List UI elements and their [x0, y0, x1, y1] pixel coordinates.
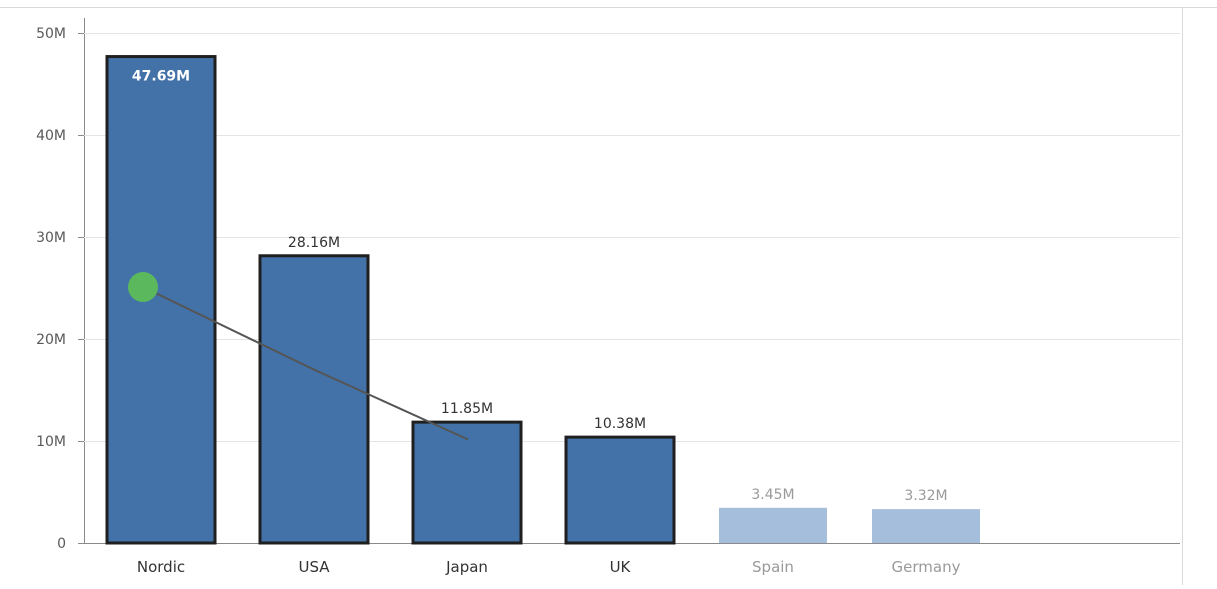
data-label-germany: 3.32M	[904, 488, 947, 504]
x-tick-label-japan: Japan	[445, 558, 488, 576]
data-label-japan: 11.85M	[441, 401, 493, 417]
x-axis-ticks: Nordic USA Japan UK Spain Germany	[137, 558, 961, 576]
x-tick-label-spain: Spain	[752, 558, 794, 576]
bar-uk	[564, 435, 676, 545]
gridlines	[84, 33, 1180, 442]
y-tick-label: 10M	[36, 434, 66, 450]
x-tick-label-uk: UK	[610, 558, 632, 576]
y-tick-label: 40M	[36, 128, 66, 144]
data-label-usa: 28.16M	[288, 235, 340, 251]
bar-japan	[411, 420, 523, 545]
data-label-spain: 3.45M	[751, 487, 794, 503]
bar-spain	[719, 507, 827, 543]
trend-point	[312, 368, 316, 371]
trend-start-marker	[128, 271, 158, 302]
y-axis-ticks: 0 10M 20M 30M 40M 50M	[36, 26, 84, 552]
x-tick-label-germany: Germany	[892, 558, 961, 576]
y-tick-label: 50M	[36, 26, 66, 42]
y-tick-label: 0	[57, 536, 66, 552]
trend-point	[465, 437, 469, 441]
bars	[105, 55, 980, 545]
bar-germany	[872, 509, 980, 543]
x-tick-label-nordic: Nordic	[137, 558, 185, 576]
data-label-nordic: 47.69M	[132, 69, 190, 85]
data-label-uk: 10.38M	[594, 416, 646, 432]
trend-line-series	[128, 271, 469, 441]
y-tick-label: 20M	[36, 332, 66, 348]
data-labels: 47.69M 28.16M 11.85M 10.38M 3.45M 3.32M	[132, 69, 948, 505]
x-tick-label-usa: USA	[298, 558, 330, 576]
y-tick-label: 30M	[36, 230, 66, 246]
bar-usa	[258, 254, 370, 545]
bar-nordic	[105, 55, 217, 545]
